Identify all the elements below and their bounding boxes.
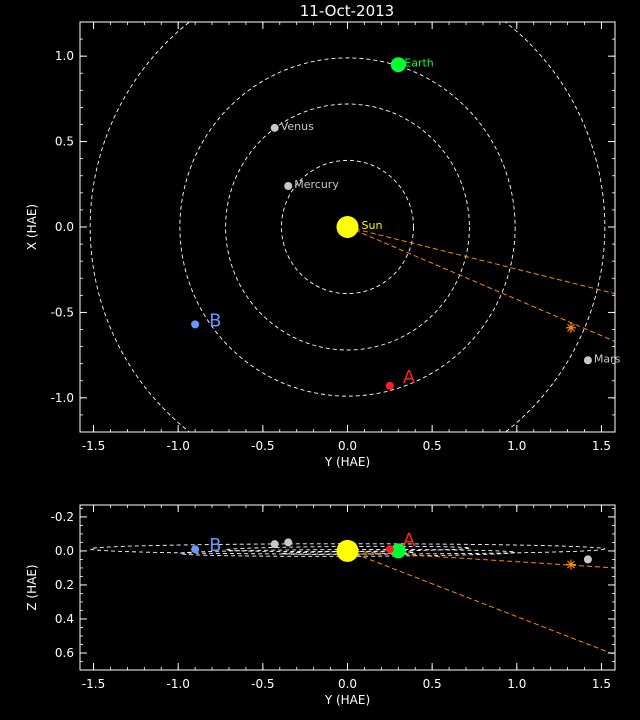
y-tick-label: 0.2 [55,578,74,592]
chart-title: 11-Oct-2013 [300,2,394,20]
ray-line [347,550,615,569]
body-label-a: A [403,530,416,551]
body-venus [270,123,279,132]
body-mercury [284,182,293,190]
orbit-ring [89,22,606,432]
body-label-b: B [209,535,221,556]
plot-area [89,538,615,656]
x-tick-label: 0.5 [423,439,442,453]
body-a [385,545,394,554]
ray-line [347,226,615,295]
y-axis-label: X (HAE) [25,204,39,250]
ray-line [347,226,615,342]
x-tick-label: -1.0 [166,439,189,453]
x-axis-label: Y (HAE) [324,455,370,469]
x-axis-label: Y (HAE) [324,693,370,707]
body-label-venus: Venus [281,120,314,133]
top-plot-xy: Sun Mercury Venus Earth Mars A B -1.5 -1.0 -0.5 0.… [25,21,621,469]
ray-line [347,550,615,656]
body-mars [583,356,592,365]
body-venus [270,540,279,549]
x-tick-label: 1.5 [592,677,611,691]
plot-frame [79,504,616,671]
body-label-mercury: Mercury [294,178,339,191]
x-tick-label: 0.0 [338,677,357,691]
orbit-ring [179,57,516,397]
body-mars [583,555,592,564]
x-tick-label: -1.5 [82,677,105,691]
x-tick-label: 1.5 [592,439,611,453]
y-tick-label: -1.0 [51,391,74,405]
y-tick-label: -0.2 [51,510,74,524]
orbit-ring [179,549,516,557]
y-tick-label: 0.5 [55,135,74,149]
x-tick-label: -0.5 [251,677,274,691]
orbit-ring [281,159,414,295]
star-marker [565,322,576,333]
y-tick-label: 1.0 [55,49,74,63]
y-tick-label: 0.6 [55,646,74,660]
body-b [191,320,200,329]
plot-area [89,22,615,432]
x-tick-label: -0.5 [251,439,274,453]
x-tick-label: -1.0 [166,677,189,691]
star-marker [565,559,576,570]
body-b [191,545,200,554]
x-tick-label: -1.5 [82,439,105,453]
body-mercury [284,538,293,547]
body-earth [390,543,406,559]
x-tick-label: 0.0 [338,439,357,453]
body-sun [336,539,359,562]
y-tick-label: 0.0 [55,220,74,234]
body-label-mars: Mars [594,352,621,365]
body-earth [390,57,406,73]
x-tick-label: 0.5 [423,677,442,691]
body-sun [336,216,359,238]
body-label-earth: Earth [404,57,434,70]
body-label-b: B [209,310,221,331]
y-axis-label: Z (HAE) [25,564,39,610]
body-label-a: A [403,367,416,388]
body-label-sun: Sun [362,219,383,232]
x-tick-label: 1.0 [507,439,526,453]
bottom-plot-yz: A B -1.5 -1.0 -0.5 0.0 0.5 1.0 1.5 -0.2 0.0 0.2 0.4 0… [25,504,616,707]
y-tick-label: 0.0 [55,544,74,558]
x-tick-label: 1.0 [507,677,526,691]
y-tick-label: -0.5 [51,305,74,319]
y-tick-label: 0.4 [55,612,74,626]
orbit-ring [225,103,470,351]
body-a [385,381,394,390]
